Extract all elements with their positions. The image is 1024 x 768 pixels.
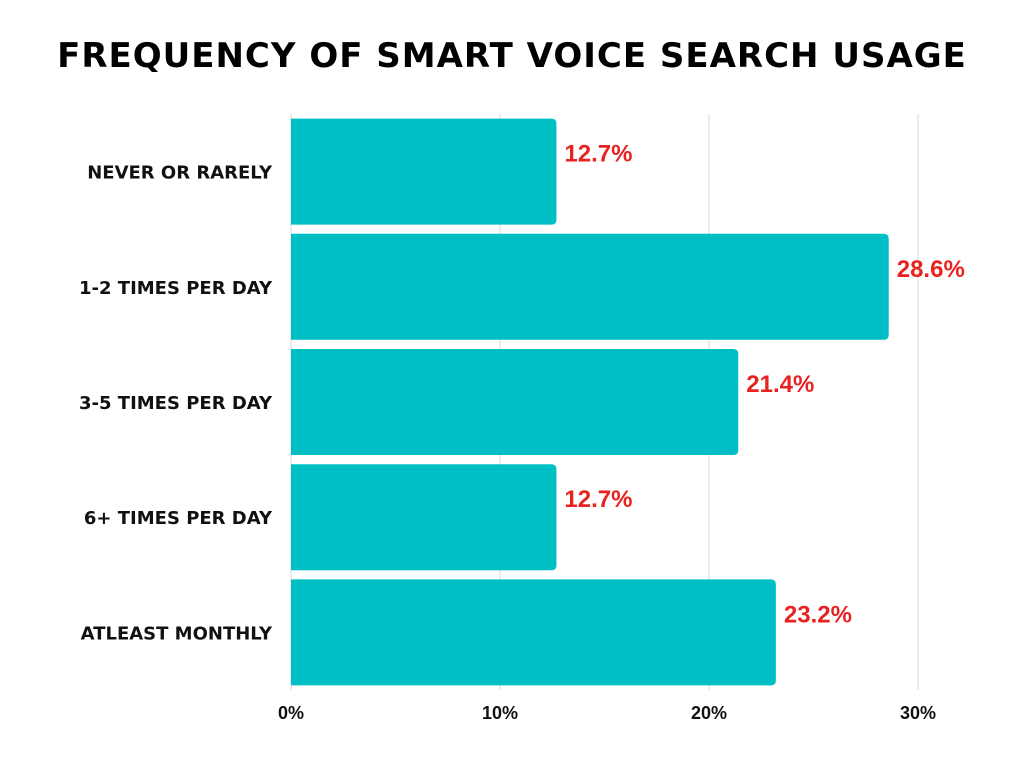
category-label: ATLEAST MONTHLY xyxy=(81,623,273,644)
x-tick-label: 10% xyxy=(482,703,518,723)
bar xyxy=(291,349,739,455)
bar xyxy=(291,464,557,571)
x-axis-ticks: 0% 10% 20% 30% xyxy=(278,703,936,723)
category-labels: NEVER OR RARELY 1-2 TIMES PER DAY 3-5 TIME… xyxy=(79,163,273,645)
bar xyxy=(291,233,889,340)
data-label: 23.2% xyxy=(784,601,852,628)
data-label: 21.4% xyxy=(746,371,814,398)
x-tick-label: 30% xyxy=(900,703,936,723)
value-labels: 12.7% 28.6% 21.4% 12.7% 23.2% xyxy=(564,141,964,629)
x-tick-label: 20% xyxy=(691,703,727,723)
data-label: 28.6% xyxy=(897,256,965,283)
category-label: 6+ TIMES PER DAY xyxy=(84,508,273,529)
category-label: NEVER OR RARELY xyxy=(87,163,273,184)
chart-title: FREQUENCY OF SMART VOICE SEARCH USAGE xyxy=(57,36,967,76)
data-label: 12.7% xyxy=(564,486,632,513)
x-tick-label: 0% xyxy=(278,703,304,723)
bars xyxy=(291,118,889,686)
bar xyxy=(291,118,557,225)
bar xyxy=(291,579,776,686)
category-label: 3-5 TIMES PER DAY xyxy=(79,393,273,414)
category-label: 1-2 TIMES PER DAY xyxy=(79,278,273,299)
data-label: 12.7% xyxy=(564,141,632,168)
